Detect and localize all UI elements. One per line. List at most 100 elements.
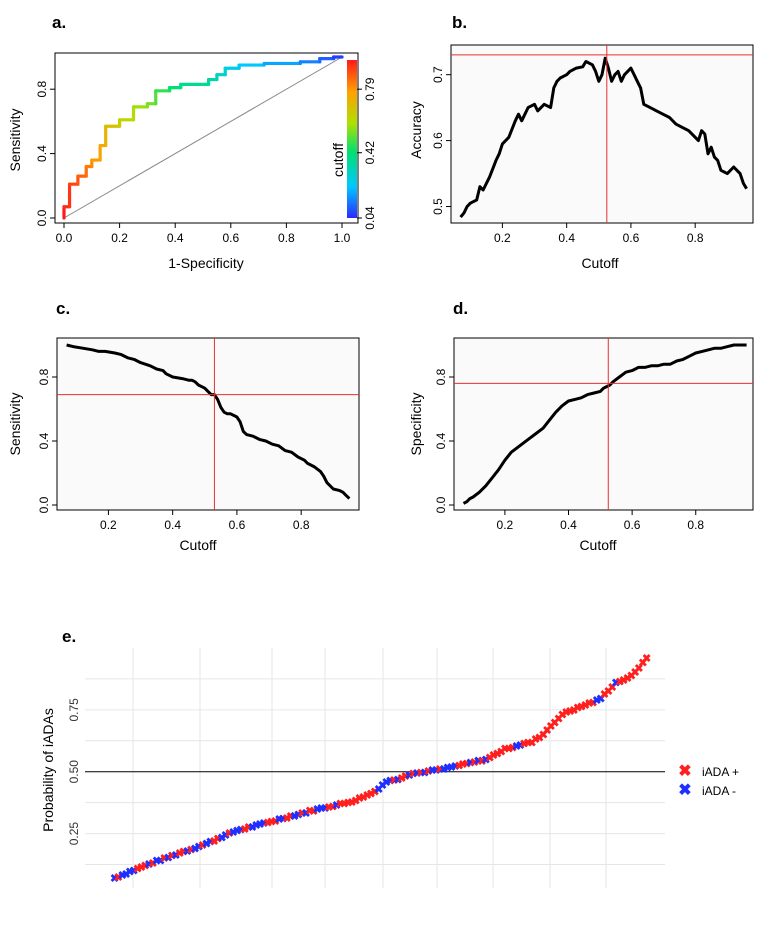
panel-label-a: a.: [52, 13, 66, 32]
probability-point: ✖: [248, 822, 257, 834]
y-ticks-e: 0.25 0.50 0.75: [67, 698, 81, 845]
probability-point: ✖: [225, 828, 234, 840]
a-y-tick-label-0: 0.0: [35, 209, 49, 226]
panel-label-d: d.: [453, 299, 468, 318]
probability-point: ✖: [232, 826, 241, 838]
legend-marker-iada-neg: ✖: [678, 782, 691, 799]
sensitivity-line: [66, 343, 351, 500]
probability-point: ✖: [186, 844, 195, 856]
probability-point: ✖: [382, 777, 391, 789]
probability-point: ✖: [477, 756, 486, 768]
probability-point: ✖: [424, 766, 433, 778]
probability-point: ✖: [408, 769, 417, 781]
reference-lines-d: [454, 338, 753, 510]
probability-point: ✖: [252, 820, 261, 832]
probability-point: ✖: [229, 827, 238, 839]
probability-point: ✖: [531, 734, 540, 746]
y-axis-title-e: Probability of iADAs: [40, 708, 56, 832]
y-ticks-d: 0.0 0.4 0.8: [434, 368, 454, 513]
plot-frame-a: [54, 52, 359, 224]
probability-point: ✖: [255, 819, 264, 831]
x-ticks-d: 0.2 0.4 0.6 0.8: [497, 510, 704, 532]
probability-point: ✖: [121, 869, 130, 881]
panel-e: e. 0.250.500.75 ✖✖✖✖✖✖✖✖✖✖✖✖✖✖✖✖✖✖✖✖✖✖✖✖…: [40, 627, 739, 888]
probability-point: ✖: [244, 822, 253, 834]
d-y-tick-label-0: 0.0: [434, 496, 448, 513]
legend-e: ✖ iADA + ✖ iADA -: [678, 763, 739, 799]
reference-lines-c: [57, 338, 359, 510]
c-x-tick-label-0: 0.2: [100, 518, 117, 532]
probability-point: ✖: [458, 759, 467, 771]
b-x-tick-label-2: 0.6: [623, 231, 640, 245]
a-x-tick-label-0: 0.0: [56, 231, 73, 245]
probability-point: ✖: [160, 853, 169, 865]
probability-point: ✖: [340, 798, 349, 810]
probability-point: ✖: [198, 840, 207, 852]
probability-point: ✖: [278, 814, 287, 826]
probability-point: ✖: [221, 830, 230, 842]
probability-point: ✖: [290, 811, 299, 823]
e-y-tick-label-2: 0.75: [67, 698, 81, 722]
probability-point: ✖: [179, 847, 188, 859]
probability-point: ✖: [294, 809, 303, 821]
c-y-tick-label-2: 0.8: [37, 368, 51, 385]
x-axis-title-d: Cutoff: [579, 537, 616, 553]
panel-label-b: b.: [452, 13, 467, 32]
probability-point: ✖: [627, 671, 636, 683]
specificity-line: [462, 343, 747, 505]
probability-point: ✖: [332, 800, 341, 812]
probability-point: ✖: [485, 753, 494, 765]
probability-point: ✖: [213, 834, 222, 846]
b-x-tick-label-3: 0.8: [687, 231, 704, 245]
x-ticks-c: 0.2 0.4 0.6 0.8: [100, 510, 310, 532]
probability-point: ✖: [236, 825, 245, 837]
probability-point: ✖: [401, 771, 410, 783]
probability-point: ✖: [428, 765, 437, 777]
probability-point: ✖: [324, 802, 333, 814]
probability-point: ✖: [263, 817, 272, 829]
probability-point: ✖: [615, 677, 624, 689]
probability-point: ✖: [347, 797, 356, 809]
probability-point: ✖: [527, 737, 536, 749]
probability-point: ✖: [642, 653, 651, 665]
probability-point: ✖: [523, 737, 532, 749]
probability-point: ✖: [604, 686, 613, 698]
probability-point: ✖: [320, 803, 329, 815]
a-y-tick-label-1: 0.4: [35, 145, 49, 162]
e-y-tick-label-0: 0.25: [67, 822, 81, 846]
probability-point: ✖: [466, 758, 475, 770]
probability-point: ✖: [634, 663, 643, 675]
probability-point: ✖: [366, 788, 375, 800]
probability-point: ✖: [504, 744, 513, 756]
c-x-tick-label-1: 0.4: [164, 518, 181, 532]
diagonal-reference-line: [63, 56, 343, 219]
probability-point: ✖: [110, 873, 119, 885]
d-y-tick-label-2: 0.8: [434, 368, 448, 385]
a-x-tick-label-5: 1.0: [334, 231, 351, 245]
x-axis-title-b: Cutoff: [581, 255, 618, 271]
a-x-tick-label-4: 0.8: [278, 231, 295, 245]
probability-point: ✖: [144, 859, 153, 871]
probability-point: ✖: [114, 872, 123, 884]
c-x-tick-label-3: 0.8: [293, 518, 310, 532]
probability-point: ✖: [542, 725, 551, 737]
probability-point: ✖: [535, 733, 544, 745]
probability-point: ✖: [133, 864, 142, 876]
probability-point: ✖: [167, 851, 176, 863]
probability-point: ✖: [156, 856, 165, 868]
probability-point: ✖: [588, 698, 597, 710]
probability-point: ✖: [565, 706, 574, 718]
y-axis-title-d: Specificity: [408, 392, 424, 455]
probability-point: ✖: [259, 818, 268, 830]
probability-point: ✖: [183, 846, 192, 858]
y-ticks-b: 0.5 0.6 0.7: [431, 66, 451, 215]
probability-point: ✖: [297, 808, 306, 820]
probability-point: ✖: [202, 839, 211, 851]
probability-point: ✖: [148, 858, 157, 870]
roc-curve: [62, 55, 344, 220]
probability-point: ✖: [558, 709, 567, 721]
probability-point: ✖: [378, 780, 387, 792]
y-axis-title-b: Accuracy: [408, 101, 424, 159]
probability-point: ✖: [600, 689, 609, 701]
